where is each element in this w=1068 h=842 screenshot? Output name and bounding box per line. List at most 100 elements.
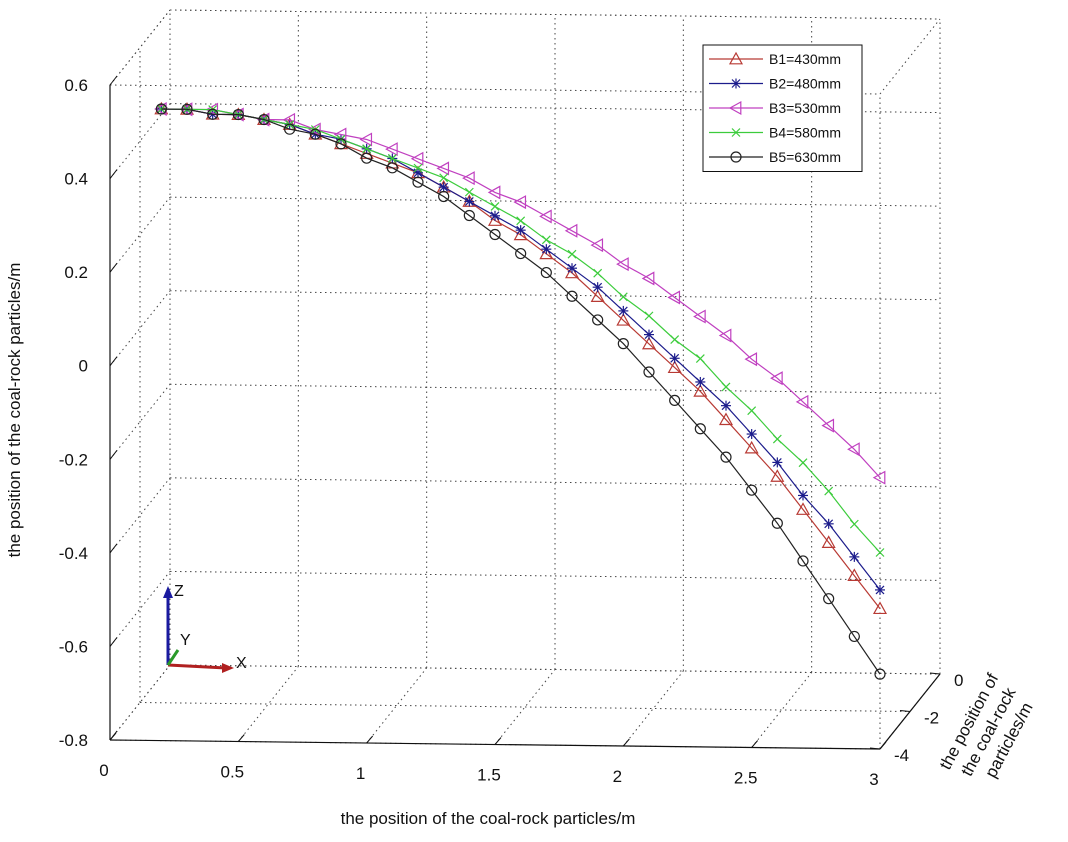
legend-label: B1=430mm (769, 51, 841, 67)
marker (592, 282, 603, 293)
marker (361, 152, 373, 164)
marker (359, 132, 373, 147)
marker-shape (410, 151, 424, 166)
marker-shape (771, 517, 783, 529)
triad-y (166, 649, 180, 666)
marker (770, 469, 785, 482)
marker-shape (821, 418, 835, 433)
marker-shape (282, 112, 296, 127)
marker (872, 601, 888, 615)
marker-shape (747, 429, 757, 439)
y-tick (899, 710, 911, 712)
grid-line (169, 196, 941, 207)
marker (693, 309, 706, 324)
legend-label: B5=630mm (769, 149, 841, 165)
marker-shape (566, 290, 578, 302)
marker (438, 182, 449, 193)
marker-shape (874, 668, 886, 680)
marker-shape (490, 202, 500, 211)
triad-z-head (163, 586, 173, 598)
marker (282, 112, 296, 127)
x-tick-label: 1 (356, 764, 365, 783)
marker-shape (770, 469, 785, 482)
z-tick-label: 0.2 (64, 263, 88, 282)
marker (539, 246, 554, 260)
marker (667, 360, 682, 374)
marker (875, 584, 885, 595)
marker-shape (728, 100, 742, 116)
marker (693, 384, 708, 397)
marker (721, 400, 731, 411)
marker-shape (617, 338, 629, 350)
marker-shape (797, 555, 809, 567)
series-line (161, 108, 881, 479)
marker-shape (258, 113, 270, 126)
marker (798, 490, 808, 501)
marker-shape (718, 412, 734, 426)
marker-shape (333, 127, 347, 142)
marker (564, 265, 580, 279)
marker (593, 268, 603, 278)
marker (667, 290, 681, 305)
marker-shape (439, 182, 449, 192)
z-tick-label: -0.6 (59, 637, 88, 656)
marker (848, 630, 860, 643)
marker (721, 382, 731, 392)
marker-shape (464, 187, 474, 197)
grid-line (109, 290, 171, 367)
grid-line (169, 103, 941, 114)
marker-shape (616, 257, 629, 272)
marker-shape (386, 162, 398, 174)
triad-x-head (222, 663, 234, 673)
marker (464, 187, 474, 197)
marker-shape (849, 552, 859, 562)
marker-shape (516, 225, 526, 235)
marker (730, 151, 742, 163)
marker (618, 305, 629, 316)
marker-shape (205, 102, 219, 117)
marker-shape (669, 394, 681, 406)
marker-shape (593, 282, 603, 292)
marker-shape (618, 292, 628, 302)
marker-shape (670, 353, 680, 363)
marker (487, 185, 501, 200)
marker (333, 127, 347, 142)
marker-shape (848, 630, 860, 643)
marker-shape (641, 336, 657, 350)
marker-shape (847, 442, 860, 457)
marker-shape (875, 548, 885, 557)
grid-line (169, 290, 941, 301)
marker-shape (747, 406, 757, 416)
marker-shape (721, 401, 731, 411)
marker (872, 470, 886, 485)
marker (566, 290, 578, 302)
marker-shape (795, 502, 811, 515)
marker-shape (413, 163, 423, 173)
marker (849, 519, 859, 529)
marker (439, 173, 449, 183)
marker (616, 257, 629, 272)
marker-shape (824, 486, 834, 496)
marker-shape (515, 247, 527, 260)
x-tick-label: 0.5 (221, 763, 245, 782)
marker-shape (872, 470, 886, 485)
marker (567, 249, 577, 259)
marker (516, 216, 526, 226)
marker-shape (667, 360, 682, 374)
z-tick (109, 356, 118, 367)
grid-line (109, 103, 171, 179)
grid-line (109, 383, 171, 460)
marker (155, 103, 167, 115)
marker-shape (590, 238, 604, 253)
z-axis-label: the position of the coal-rock particles/… (5, 263, 24, 558)
marker (670, 335, 680, 344)
marker-shape (798, 458, 808, 468)
marker (284, 123, 296, 135)
marker-shape (385, 142, 398, 157)
marker (731, 78, 741, 89)
marker-shape (772, 457, 782, 467)
marker-shape (731, 79, 741, 88)
marker (541, 235, 551, 245)
marker (386, 162, 398, 174)
x-tick-label: 2.5 (734, 769, 758, 788)
